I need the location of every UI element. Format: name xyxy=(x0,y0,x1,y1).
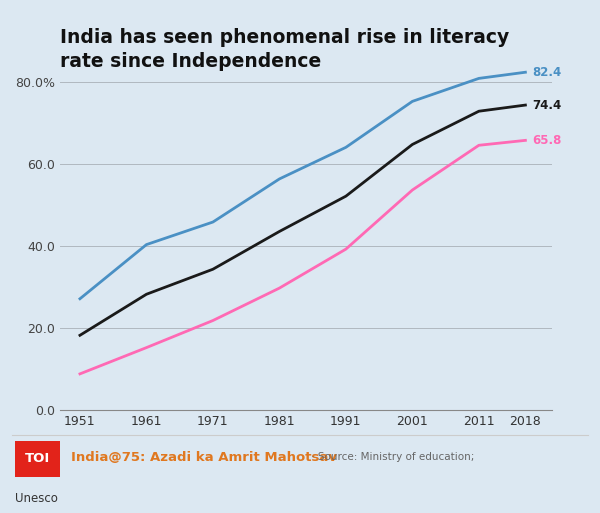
Text: India has seen phenomenal rise in literacy
rate since Independence: India has seen phenomenal rise in litera… xyxy=(60,28,509,71)
Text: TOI: TOI xyxy=(25,452,50,465)
Text: Unesco: Unesco xyxy=(15,492,58,505)
Text: 74.4: 74.4 xyxy=(532,98,562,111)
Text: 65.8: 65.8 xyxy=(532,134,562,147)
Bar xyxy=(15,441,60,477)
Text: · Source: Ministry of education;: · Source: Ministry of education; xyxy=(308,452,474,462)
Text: 82.4: 82.4 xyxy=(532,66,562,78)
Text: India@75: Azadi ka Amrit Mahotsav: India@75: Azadi ka Amrit Mahotsav xyxy=(71,451,337,464)
